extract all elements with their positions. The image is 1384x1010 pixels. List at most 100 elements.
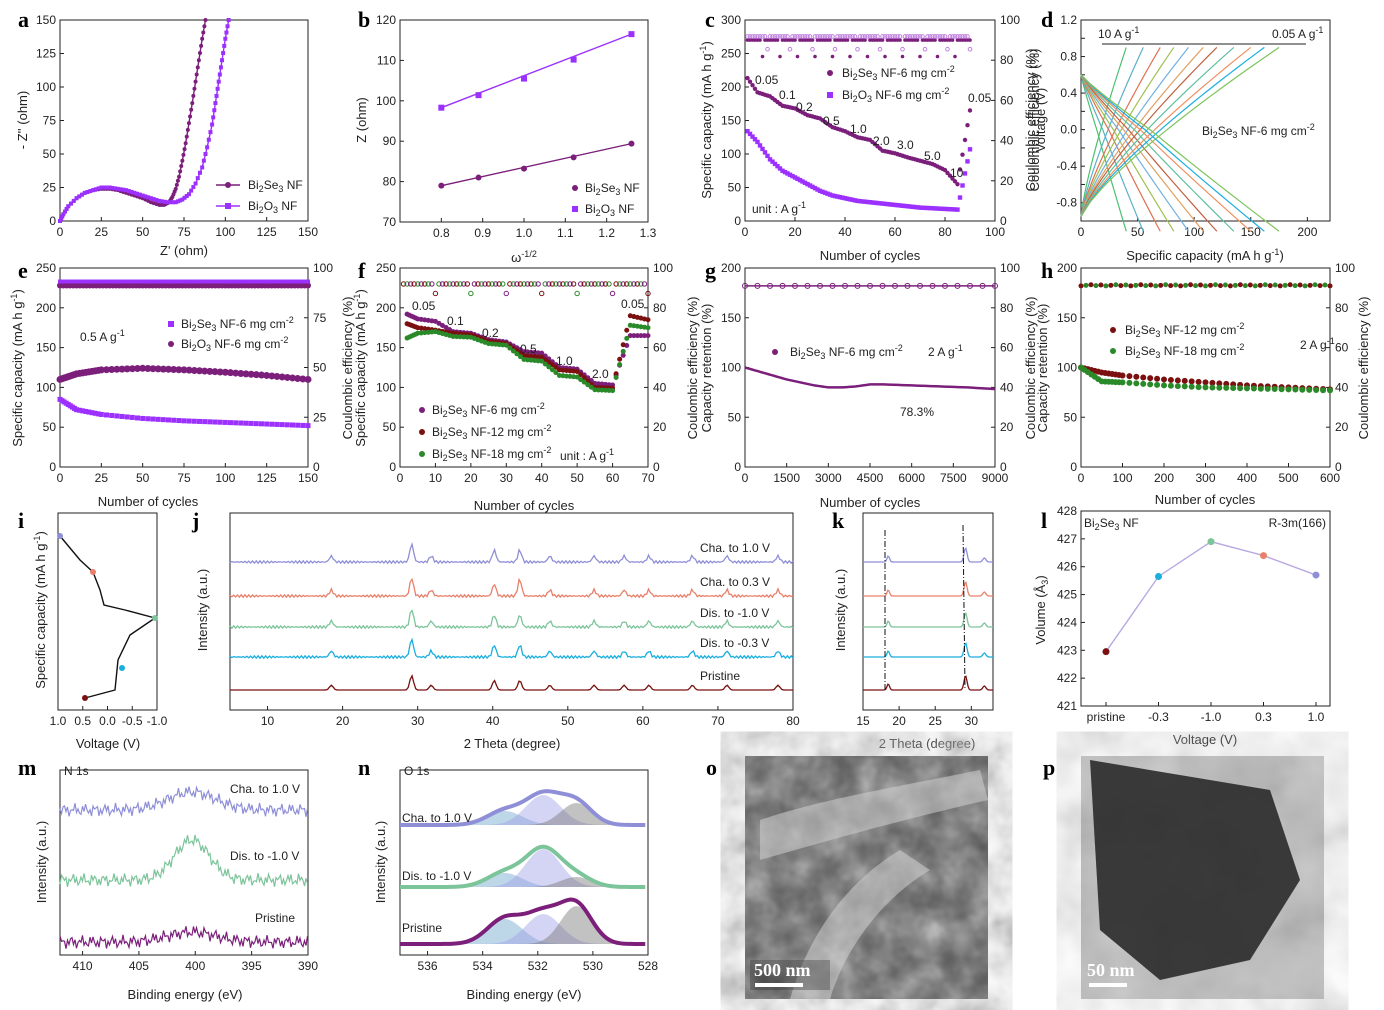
panel-b-ytick-label: 70 xyxy=(383,215,397,229)
panel-a-point xyxy=(190,101,195,106)
panel-h-ytick-label: 0 xyxy=(1070,460,1077,474)
panel-c-bi2o3-point xyxy=(857,198,863,204)
panel-h-xtick-label: 100 xyxy=(1112,471,1132,485)
panel-c-bi2o3-point xyxy=(877,201,883,206)
panel-c-ce-point xyxy=(790,38,795,42)
panel-c-ce2-point xyxy=(870,34,875,39)
panel-f-point xyxy=(553,370,559,376)
panel-c-ce2-point xyxy=(900,46,905,52)
panel-f-legend-marker xyxy=(419,429,425,435)
panel-l-point xyxy=(1260,552,1267,560)
panel-e-point xyxy=(128,365,136,373)
panel-c-ce2-point xyxy=(832,46,838,52)
panel-c-bi2o3-point xyxy=(835,194,840,199)
panel-c-legend-label: Bi2​O3​ NF-6 mg cm-2​ xyxy=(842,86,949,104)
panel-e-point xyxy=(185,366,193,374)
panel-e-legend-marker xyxy=(168,341,174,347)
panel-c-bi2o3-point xyxy=(840,195,845,200)
panel-e-ce2-point xyxy=(170,279,175,284)
panel-e-ytick-label: 100 xyxy=(36,380,56,394)
panel-f-ce-point xyxy=(602,281,609,287)
panel-e-ce2-point xyxy=(200,279,205,284)
panel-e-ce2-point xyxy=(81,279,86,284)
panel-a-xtick-label: 25 xyxy=(95,225,109,239)
panel-g-ytick-label: 50 xyxy=(728,410,742,424)
panel-b-xtick-label: 1.0 xyxy=(516,226,533,240)
panel-f-point xyxy=(549,367,555,373)
panel-c-ce2-point xyxy=(930,34,935,39)
panel-a-point xyxy=(206,137,211,142)
panel-e-point xyxy=(196,367,203,375)
panel-c-ce-point xyxy=(785,38,790,42)
panel-c-ce2-point xyxy=(802,34,808,39)
panel-c-ce2-point xyxy=(885,34,890,39)
panel-l-xtick-label: pristine xyxy=(1087,710,1126,724)
panel-e-point xyxy=(295,422,301,428)
panel-e-ce2-point xyxy=(183,279,188,284)
panel-c-bi2se3-point xyxy=(945,170,950,176)
panel-h-ce-point xyxy=(1212,282,1218,288)
panel-c-ce-point xyxy=(883,54,887,59)
panel-b-ytick-label: 80 xyxy=(383,175,397,189)
panel-e-point xyxy=(123,365,131,373)
panel-g-xtick-label: 9000 xyxy=(982,471,1009,485)
panel-a-point xyxy=(186,192,191,197)
panel-g-xtick-label: 0 xyxy=(742,471,749,485)
panel-e-ce2-point xyxy=(91,279,96,284)
panel-l-xtick-label: -0.3 xyxy=(1148,710,1169,724)
panel-label-p: p xyxy=(1043,755,1055,780)
panel-c-ce-point xyxy=(943,38,947,42)
panel-e-point xyxy=(227,369,234,377)
panel-c-ce-point xyxy=(915,38,920,42)
panel-e-legend-label: Bi2​O3​ NF-6 mg cm-2​ xyxy=(181,335,288,353)
panel-n-xtick-label: 530 xyxy=(583,959,603,973)
panel-c-bi2o3-point xyxy=(757,143,763,148)
panel-c-ce2-point xyxy=(947,34,953,39)
panel-h-point xyxy=(1161,376,1167,383)
panel-e-point xyxy=(207,419,213,425)
panel-h-ytick-label: 150 xyxy=(1057,311,1077,325)
panel-f-point xyxy=(645,317,651,323)
panel-e-point xyxy=(222,419,228,425)
panel-h-ce-point xyxy=(1133,282,1139,288)
panel-c-ce-point xyxy=(930,38,935,42)
panel-h-ce-point xyxy=(1292,283,1298,289)
panel-e-ce2-point xyxy=(173,279,178,284)
panel-e-ce2-point xyxy=(239,279,244,284)
panel-h-ce-point xyxy=(1158,282,1164,288)
panel-a-point xyxy=(189,107,194,112)
scale-label-p: 50 nm xyxy=(1087,960,1135,980)
panel-k-xtick-label: 15 xyxy=(856,714,870,728)
panel-j-xrd-trace xyxy=(230,674,793,691)
panel-c-rate-label: 0.05 xyxy=(755,73,779,87)
panel-c-bi2o3-point xyxy=(952,207,958,212)
panel-h-y2tick-label: 60 xyxy=(1335,341,1349,355)
panel-k-xrd-trace xyxy=(863,612,993,628)
panel-c-bi2o3-point xyxy=(872,200,878,205)
panel-f-xtick-label: 10 xyxy=(429,471,443,485)
panel-c-ce2-point xyxy=(745,34,750,39)
panel-a-point xyxy=(178,169,183,174)
panel-f-ce-point xyxy=(620,281,626,287)
panel-e-point xyxy=(258,371,265,379)
panel-c-ce2-point xyxy=(957,34,963,39)
panel-h-point xyxy=(1119,379,1126,386)
panel-c-ce2-point xyxy=(755,34,760,39)
panel-label-o: o xyxy=(706,755,717,780)
panel-h-xtick-label: 200 xyxy=(1154,471,1174,485)
panel-a-point xyxy=(170,200,175,205)
panel-d-charge-curve xyxy=(1080,47,1144,217)
panel-e-point xyxy=(145,416,151,422)
panel-c-bi2o3-point xyxy=(800,179,805,184)
panel-d-ytick-label: 1.2 xyxy=(1060,13,1077,27)
panel-i-state-point xyxy=(82,695,88,701)
panel-l-ytick-label: 421 xyxy=(1057,699,1077,713)
panel-e-point xyxy=(97,366,105,374)
panel-c-ce-point xyxy=(873,38,877,42)
panel-e-point xyxy=(165,365,172,373)
panel-c-bi2o3-point xyxy=(885,201,890,207)
panel-g-legend-marker xyxy=(772,349,778,355)
panel-d-discharge-curve xyxy=(1080,74,1280,232)
panel-e-point xyxy=(211,368,219,376)
panel-a-point xyxy=(178,198,183,203)
